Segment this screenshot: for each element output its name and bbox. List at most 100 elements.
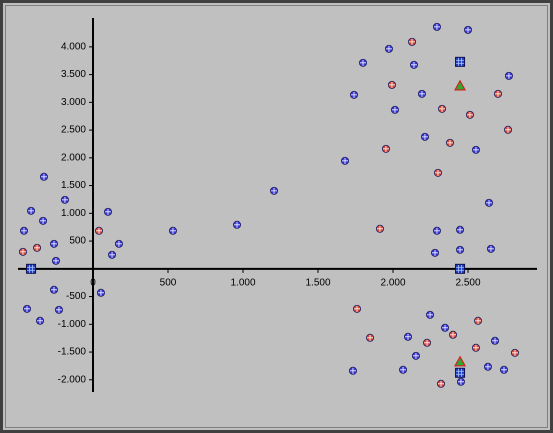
- y-tick-label: 2.500: [61, 125, 86, 136]
- point: [232, 220, 241, 229]
- point: [448, 330, 457, 339]
- point: [490, 336, 499, 345]
- point: [426, 310, 435, 319]
- point: [27, 206, 36, 215]
- point: [408, 37, 417, 46]
- point: [387, 80, 396, 89]
- marker-body: [455, 367, 466, 378]
- x-tick-label: 1.000: [230, 277, 255, 288]
- point: [504, 125, 513, 134]
- y-tick-label: 2.000: [61, 152, 86, 163]
- point: [430, 248, 439, 257]
- point: [471, 145, 480, 154]
- point: [54, 305, 63, 314]
- point: [270, 186, 279, 195]
- point: [465, 110, 474, 119]
- point: [366, 333, 375, 342]
- point: [484, 198, 493, 207]
- point: [432, 226, 441, 235]
- point: [60, 195, 69, 204]
- y-tick-label: -500: [66, 291, 86, 302]
- point: [168, 226, 177, 235]
- point: [493, 89, 502, 98]
- point: [455, 367, 466, 378]
- point: [26, 263, 37, 274]
- point: [384, 44, 393, 53]
- x-tick-label: 2.000: [380, 277, 405, 288]
- point: [39, 172, 48, 181]
- point: [504, 71, 513, 80]
- point: [474, 316, 483, 325]
- point: [409, 60, 418, 69]
- point: [441, 323, 450, 332]
- marker-body: [454, 79, 467, 91]
- point: [95, 226, 104, 235]
- marker-body: [455, 56, 466, 67]
- point: [483, 362, 492, 371]
- point: [471, 343, 480, 352]
- point: [438, 104, 447, 113]
- point: [417, 89, 426, 98]
- y-tick-label: 500: [69, 236, 86, 247]
- point: [463, 25, 472, 34]
- inner-frame: [5, 5, 548, 428]
- x-tick-label: 1.500: [305, 277, 330, 288]
- point: [33, 243, 42, 252]
- marker-body: [454, 355, 467, 367]
- point: [432, 22, 441, 31]
- y-tick-label: 3.000: [61, 97, 86, 108]
- point: [18, 247, 27, 256]
- point: [22, 304, 31, 313]
- point: [454, 79, 467, 91]
- point: [349, 90, 358, 99]
- point: [50, 285, 59, 294]
- marker-body: [455, 263, 466, 274]
- point: [108, 250, 117, 259]
- y-tick-label: -1.500: [58, 347, 87, 358]
- point: [348, 366, 357, 375]
- point: [399, 365, 408, 374]
- marker-body: [26, 263, 37, 274]
- point: [381, 144, 390, 153]
- y-tick-label: 1.500: [61, 180, 86, 191]
- point: [352, 304, 361, 313]
- point: [340, 156, 349, 165]
- y-tick-label: -2.000: [58, 374, 87, 385]
- point: [486, 244, 495, 253]
- point: [436, 379, 445, 388]
- point: [445, 138, 454, 147]
- point: [499, 365, 508, 374]
- point: [39, 216, 48, 225]
- x-tick-label: 500: [160, 277, 177, 288]
- point: [456, 225, 465, 234]
- point: [358, 58, 367, 67]
- point: [51, 256, 60, 265]
- point: [456, 377, 465, 386]
- point: [456, 245, 465, 254]
- point: [390, 105, 399, 114]
- point: [36, 316, 45, 325]
- point: [510, 348, 519, 357]
- point: [19, 226, 28, 235]
- y-tick-label: 1.000: [61, 208, 86, 219]
- point: [50, 239, 59, 248]
- point: [454, 355, 467, 367]
- point: [104, 207, 113, 216]
- point: [96, 288, 105, 297]
- point: [423, 338, 432, 347]
- point: [411, 351, 420, 360]
- x-tick-label: 0: [90, 277, 96, 288]
- y-tick-label: -1.000: [58, 319, 87, 330]
- point: [114, 239, 123, 248]
- point: [420, 132, 429, 141]
- x-tick-label: 2.500: [455, 277, 480, 288]
- point: [433, 168, 442, 177]
- y-tick-label: 4.000: [61, 41, 86, 52]
- y-tick-label: 3.500: [61, 69, 86, 80]
- point: [375, 224, 384, 233]
- point: [455, 263, 466, 274]
- point: [403, 332, 412, 341]
